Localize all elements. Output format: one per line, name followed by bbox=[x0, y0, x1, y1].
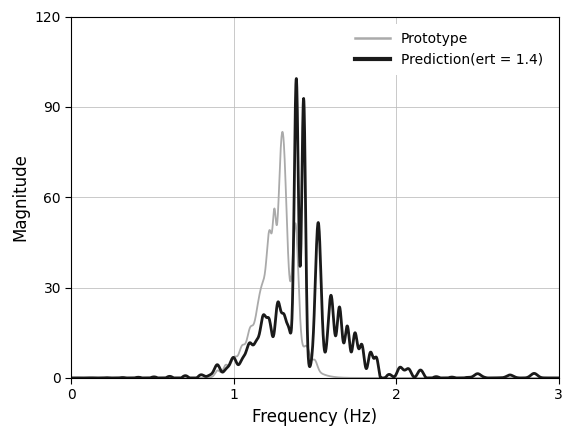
Prediction(ert = 1.4) bbox=[68, 375, 75, 381]
Prototype bbox=[68, 375, 75, 381]
Y-axis label: Magnitude: Magnitude bbox=[11, 153, 29, 241]
Prediction(ert = 1.4) bbox=[293, 76, 300, 81]
Legend: Prototype, Prediction(ert = 1.4): Prototype, Prediction(ert = 1.4) bbox=[347, 24, 552, 75]
Prototype bbox=[452, 375, 459, 381]
Prototype bbox=[93, 375, 100, 381]
Prediction(ert = 1.4) bbox=[305, 358, 312, 363]
Prediction(ert = 1.4) bbox=[541, 375, 548, 381]
Prediction(ert = 1.4) bbox=[93, 375, 100, 381]
Prototype bbox=[279, 129, 286, 135]
X-axis label: Frequency (Hz): Frequency (Hz) bbox=[253, 408, 378, 426]
Prototype bbox=[305, 347, 312, 353]
Prediction(ert = 1.4) bbox=[452, 375, 459, 380]
Prototype bbox=[541, 375, 548, 381]
Prototype bbox=[555, 375, 562, 381]
Line: Prototype: Prototype bbox=[71, 132, 559, 378]
Prediction(ert = 1.4) bbox=[292, 102, 299, 107]
Prediction(ert = 1.4) bbox=[555, 375, 562, 381]
Prediction(ert = 1.4) bbox=[541, 375, 548, 381]
Prototype bbox=[292, 221, 299, 226]
Prototype bbox=[541, 375, 548, 381]
Line: Prediction(ert = 1.4): Prediction(ert = 1.4) bbox=[71, 79, 559, 378]
